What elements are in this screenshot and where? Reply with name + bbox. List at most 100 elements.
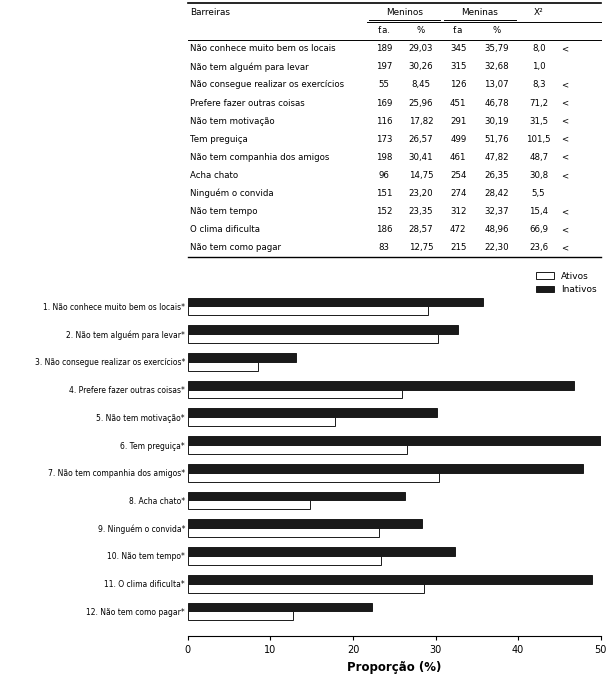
Text: X²: X² bbox=[534, 8, 543, 17]
Bar bbox=[188, 418, 335, 426]
Text: Meninas: Meninas bbox=[461, 8, 498, 17]
Text: 8,3: 8,3 bbox=[532, 80, 546, 89]
Text: 26,35: 26,35 bbox=[484, 171, 509, 180]
Text: Tem preguiça: Tem preguiça bbox=[190, 135, 248, 144]
Text: 8,0: 8,0 bbox=[532, 44, 546, 53]
Text: Não tem motivação: Não tem motivação bbox=[190, 117, 275, 126]
Text: 198: 198 bbox=[376, 153, 392, 162]
Text: 126: 126 bbox=[450, 80, 466, 89]
Text: <: < bbox=[561, 171, 569, 180]
Text: 197: 197 bbox=[376, 63, 392, 72]
Text: 23,35: 23,35 bbox=[409, 207, 434, 216]
Bar bbox=[188, 574, 592, 583]
Text: 461: 461 bbox=[450, 153, 466, 162]
Text: <: < bbox=[561, 135, 569, 144]
Text: 13,07: 13,07 bbox=[484, 80, 509, 89]
Text: 32,37: 32,37 bbox=[484, 207, 509, 216]
Bar bbox=[188, 500, 310, 509]
Bar bbox=[188, 519, 423, 528]
Text: 28,42: 28,42 bbox=[484, 189, 509, 198]
Bar bbox=[188, 306, 428, 315]
Text: 1,0: 1,0 bbox=[532, 63, 546, 72]
Text: 254: 254 bbox=[450, 171, 466, 180]
Text: 17,82: 17,82 bbox=[409, 117, 434, 126]
Text: 8,45: 8,45 bbox=[411, 80, 431, 89]
Bar bbox=[188, 603, 372, 612]
Bar bbox=[188, 612, 293, 621]
Bar bbox=[188, 334, 437, 343]
Text: 116: 116 bbox=[376, 117, 392, 126]
Text: <: < bbox=[561, 80, 569, 89]
Text: 15,4: 15,4 bbox=[529, 207, 548, 216]
Text: 30,41: 30,41 bbox=[409, 153, 434, 162]
Text: 51,76: 51,76 bbox=[484, 135, 509, 144]
Text: Acha chato: Acha chato bbox=[190, 171, 238, 180]
Text: 315: 315 bbox=[450, 63, 466, 72]
Text: <: < bbox=[561, 207, 569, 216]
Bar bbox=[188, 409, 437, 418]
Text: 5,5: 5,5 bbox=[532, 189, 546, 198]
Text: 14,75: 14,75 bbox=[409, 171, 434, 180]
Legend: Ativos, Inativos: Ativos, Inativos bbox=[532, 268, 600, 298]
Text: 101,5: 101,5 bbox=[527, 135, 551, 144]
Text: 30,19: 30,19 bbox=[484, 117, 509, 126]
Text: 48,96: 48,96 bbox=[484, 226, 509, 235]
Text: 12,75: 12,75 bbox=[409, 244, 434, 252]
Bar bbox=[188, 464, 583, 473]
Bar bbox=[188, 389, 402, 398]
X-axis label: Proporção (%): Proporção (%) bbox=[347, 661, 442, 674]
Text: <: < bbox=[561, 98, 569, 107]
Text: %: % bbox=[492, 26, 501, 35]
Text: 23,6: 23,6 bbox=[529, 244, 548, 252]
Text: <: < bbox=[561, 226, 569, 235]
Text: 30,8: 30,8 bbox=[529, 171, 548, 180]
Text: <: < bbox=[561, 153, 569, 162]
Bar bbox=[188, 556, 381, 565]
Text: %: % bbox=[417, 26, 425, 35]
Text: Não conhece muito bem os locais: Não conhece muito bem os locais bbox=[190, 44, 336, 53]
Text: 345: 345 bbox=[450, 44, 466, 53]
Text: 28,57: 28,57 bbox=[409, 226, 434, 235]
Text: Prefere fazer outras coisas: Prefere fazer outras coisas bbox=[190, 98, 305, 107]
Text: 83: 83 bbox=[378, 244, 389, 252]
Bar bbox=[188, 492, 405, 500]
Text: 173: 173 bbox=[376, 135, 392, 144]
Text: 291: 291 bbox=[450, 117, 466, 126]
Text: O clima dificulta: O clima dificulta bbox=[190, 226, 260, 235]
Text: 30,26: 30,26 bbox=[409, 63, 434, 72]
Text: f.a: f.a bbox=[453, 26, 463, 35]
Bar bbox=[188, 583, 424, 592]
Text: 71,2: 71,2 bbox=[529, 98, 548, 107]
Text: Não tem companhia dos amigos: Não tem companhia dos amigos bbox=[190, 153, 330, 162]
Text: Não tem como pagar: Não tem como pagar bbox=[190, 244, 281, 252]
Text: 312: 312 bbox=[450, 207, 466, 216]
Bar bbox=[188, 297, 484, 306]
Text: 29,03: 29,03 bbox=[409, 44, 433, 53]
Text: Meninos: Meninos bbox=[386, 8, 423, 17]
Text: 189: 189 bbox=[376, 44, 392, 53]
Text: f.a.: f.a. bbox=[378, 26, 391, 35]
Text: 66,9: 66,9 bbox=[529, 226, 548, 235]
Text: 55: 55 bbox=[378, 80, 389, 89]
Text: <: < bbox=[561, 244, 569, 252]
Text: Não tem alguém para levar: Não tem alguém para levar bbox=[190, 62, 309, 72]
Text: Não tem tempo: Não tem tempo bbox=[190, 207, 257, 216]
Text: 23,20: 23,20 bbox=[409, 189, 434, 198]
Bar bbox=[188, 473, 439, 482]
Text: 186: 186 bbox=[376, 226, 392, 235]
Text: 215: 215 bbox=[450, 244, 466, 252]
Text: 499: 499 bbox=[450, 135, 466, 144]
Text: <: < bbox=[561, 44, 569, 53]
Bar bbox=[188, 445, 407, 454]
Text: 274: 274 bbox=[450, 189, 466, 198]
Text: 151: 151 bbox=[376, 189, 392, 198]
Text: Ninguém o convida: Ninguém o convida bbox=[190, 189, 274, 198]
Text: 96: 96 bbox=[378, 171, 389, 180]
Text: 26,57: 26,57 bbox=[409, 135, 434, 144]
Text: 451: 451 bbox=[450, 98, 466, 107]
Bar bbox=[188, 380, 574, 389]
Text: 48,7: 48,7 bbox=[529, 153, 548, 162]
Text: 46,78: 46,78 bbox=[484, 98, 509, 107]
Text: 472: 472 bbox=[450, 226, 466, 235]
Bar bbox=[188, 325, 458, 334]
